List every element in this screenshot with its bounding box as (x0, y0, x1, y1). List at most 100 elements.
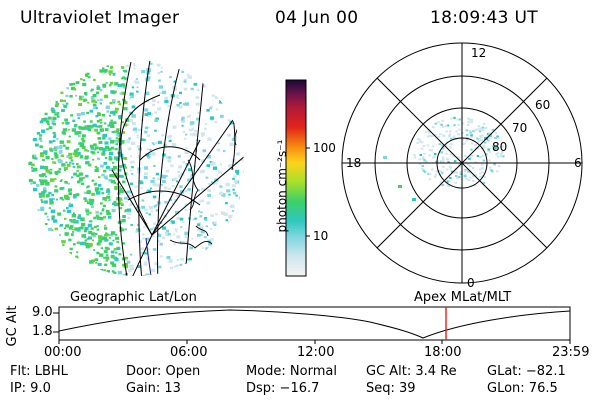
speckle (81, 95, 84, 98)
speckle (440, 173, 443, 176)
speckle (485, 153, 488, 156)
speckle (103, 216, 106, 219)
speckle (146, 134, 150, 137)
speckle (136, 86, 139, 89)
speckle (445, 141, 449, 144)
speckle (206, 155, 211, 159)
speckle (64, 118, 68, 122)
speckle (144, 172, 148, 176)
speckle (122, 86, 126, 89)
altitude-tick-low: 1.8 (32, 324, 53, 339)
speckle (52, 116, 57, 120)
speckle (102, 151, 106, 154)
speckle (469, 131, 472, 134)
speckle (136, 136, 139, 139)
speckle (224, 202, 228, 205)
speckle (173, 243, 176, 246)
speckle (43, 166, 49, 170)
speckle (160, 174, 165, 179)
speckle (167, 233, 171, 236)
speckle (57, 212, 62, 216)
speckle (198, 200, 202, 203)
speckle (67, 182, 70, 185)
speckle (172, 125, 177, 129)
speckle (464, 175, 467, 177)
speckle (185, 147, 188, 149)
speckle (205, 123, 208, 126)
speckle (143, 262, 148, 266)
speckle (68, 203, 73, 208)
speckle (96, 191, 101, 195)
speckle (145, 212, 148, 214)
speckle (59, 196, 63, 200)
speckle (134, 231, 138, 233)
speckle (30, 182, 33, 185)
speckle (150, 234, 155, 238)
speckle (40, 181, 45, 186)
speckle (78, 135, 81, 138)
speckle (85, 161, 89, 165)
speckle (210, 214, 214, 217)
speckle (175, 264, 179, 267)
speckle (72, 243, 76, 246)
speckle (449, 146, 452, 149)
speckle (68, 202, 71, 205)
speckle (122, 70, 126, 72)
speckle (112, 90, 115, 93)
speckle (33, 187, 38, 192)
speckle (228, 164, 232, 168)
speckle (68, 238, 72, 242)
speckle (154, 262, 159, 266)
speckle (170, 164, 174, 168)
speckle (176, 97, 179, 99)
speckle (83, 98, 87, 102)
speckle (104, 199, 107, 202)
speckle (83, 120, 86, 123)
speckle (115, 130, 119, 133)
speckle (88, 243, 93, 247)
speckle (99, 128, 104, 132)
speckle (465, 139, 468, 142)
speckle (96, 225, 99, 228)
speckle (86, 111, 90, 115)
speckle (444, 125, 448, 128)
speckle (169, 198, 173, 202)
speckle (206, 109, 210, 112)
speckle (124, 77, 127, 79)
speckle (95, 101, 98, 103)
speckle (103, 269, 107, 272)
speckle (46, 128, 49, 131)
speckle (156, 101, 160, 104)
speckle (126, 197, 131, 201)
speckle (435, 170, 438, 173)
speckle (131, 141, 136, 145)
speckle (94, 189, 99, 192)
speckle (115, 139, 119, 143)
speckle (184, 231, 189, 236)
speckle (142, 275, 146, 276)
speckle (103, 227, 108, 230)
speckle (129, 182, 133, 186)
speckle (213, 223, 217, 226)
speckle (167, 118, 171, 122)
speckle (72, 152, 76, 156)
speckle (442, 134, 445, 137)
speckle (201, 187, 206, 191)
speckle (121, 157, 124, 160)
speckle (427, 135, 430, 138)
speckle (124, 210, 127, 213)
speckle (104, 141, 109, 145)
speckle (136, 90, 139, 93)
speckle (209, 107, 212, 110)
speckle (99, 212, 103, 215)
speckle (161, 90, 167, 95)
speckle (181, 116, 185, 120)
speckle (208, 183, 212, 186)
speckle (209, 246, 213, 249)
speckle (199, 215, 203, 218)
speckle (133, 64, 136, 67)
speckle (437, 135, 440, 138)
speckle (32, 181, 36, 184)
speckle (128, 204, 132, 207)
speckle (419, 140, 422, 142)
